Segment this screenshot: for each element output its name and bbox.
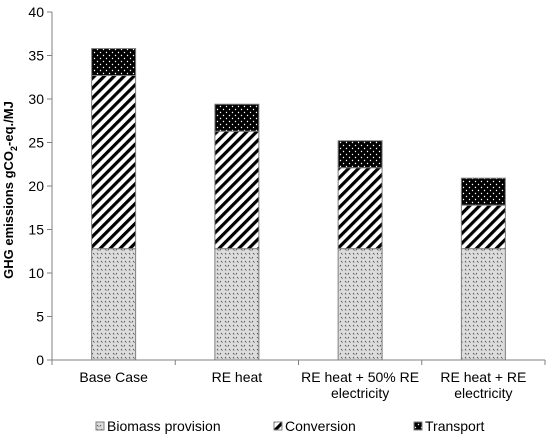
x-tick-label: RE heat + 50% RE [301, 369, 419, 385]
legend-label: Conversion [285, 418, 356, 434]
bar-segment-biomass-provision [214, 248, 260, 361]
x-tick-label: electricity [454, 385, 512, 401]
bar-segment-biomass-provision [460, 248, 506, 361]
bar-segment-biomass-provision [91, 248, 137, 361]
bar-segment-transport [214, 103, 260, 132]
bar-segment-conversion [337, 167, 383, 250]
y-tick-label: 20 [28, 178, 44, 194]
y-tick-label: 10 [28, 265, 44, 281]
legend-item-transport: Transport [413, 418, 485, 434]
x-tick-label: electricity [331, 385, 389, 401]
y-axis-title: GHG emissions gCO2-eq./MJ [1, 101, 19, 279]
legend-label: Transport [425, 418, 485, 434]
svg-text:GHG emissions gCO2-eq./MJ: GHG emissions gCO2-eq./MJ [1, 101, 19, 279]
x-tick-label: Base Case [79, 369, 148, 385]
legend-item-biomass-provision: Biomass provision [95, 418, 221, 434]
y-tick-label: 5 [36, 309, 44, 325]
bar-segment-biomass-provision [337, 248, 383, 361]
y-tick-label: 30 [28, 91, 44, 107]
bars [91, 48, 506, 361]
legend-swatch [273, 421, 283, 431]
y-axis: 0 5 10 15 20 25 30 35 40 [28, 4, 53, 368]
x-tick-label: RE heat [212, 369, 263, 385]
y-tick-label: 35 [28, 48, 44, 64]
bar-segment-transport [337, 140, 383, 169]
bar-segment-conversion [91, 75, 137, 250]
y-tick-label: 25 [28, 135, 44, 151]
legend-swatch [95, 421, 105, 431]
y-axis-title-subscript: 2 [9, 146, 19, 151]
legend-swatch [413, 421, 423, 431]
y-axis-title-suffix: -eq./MJ [1, 101, 16, 146]
legend-item-conversion: Conversion [273, 418, 356, 434]
x-tick-label: RE heat + RE [440, 369, 526, 385]
legend-label: Biomass provision [107, 418, 221, 434]
y-tick-label: 15 [28, 222, 44, 238]
x-axis: Base Case RE heat RE heat + 50% REelectric… [51, 359, 546, 401]
bar-segment-transport [460, 177, 506, 206]
bar-segment-conversion [214, 130, 260, 250]
legend: Biomass provision Conversion Transport [95, 418, 485, 434]
y-tick-label: 40 [28, 4, 44, 20]
bar-segment-transport [91, 48, 137, 77]
y-tick-label: 0 [36, 352, 44, 368]
y-axis-title-prefix: GHG emissions gCO [1, 151, 16, 279]
bar-segment-conversion [460, 204, 506, 250]
